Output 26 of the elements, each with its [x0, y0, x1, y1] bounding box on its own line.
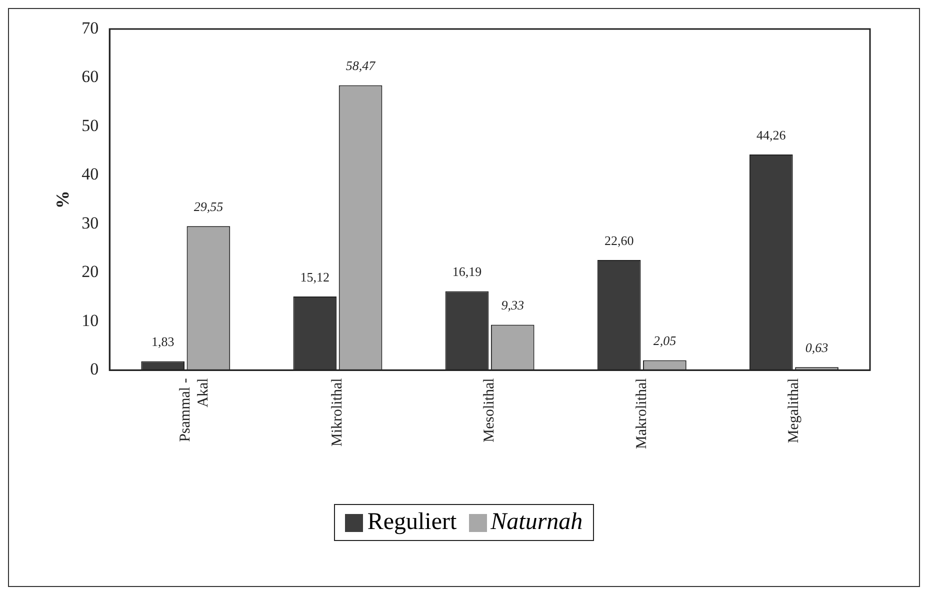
- legend-label: Reguliert: [367, 509, 457, 536]
- data-label: 44,26: [756, 127, 786, 142]
- y-tick-label: 60: [82, 67, 99, 86]
- x-tick-label: Mesolithal: [482, 378, 498, 442]
- legend-label: Naturnah: [490, 509, 583, 536]
- x-tick-label: Megalithal: [786, 378, 802, 444]
- y-tick-label: 30: [82, 213, 99, 232]
- y-tick-label: 20: [82, 262, 99, 282]
- x-tick-label: Mikrolithal: [330, 378, 346, 447]
- data-label: 15,12: [300, 269, 330, 284]
- data-label: 22,60: [604, 232, 634, 248]
- data-label: 0,63: [805, 340, 829, 356]
- y-tick-label: 0: [90, 360, 99, 379]
- y-tick-label: 50: [82, 116, 99, 135]
- data-label: 1,83: [151, 334, 174, 350]
- data-label: 29,55: [194, 199, 224, 214]
- data-label: 16,19: [452, 264, 482, 280]
- data-label: 2,05: [653, 333, 677, 348]
- x-tick-label: Psammal - Akal: [178, 378, 212, 442]
- x-tick-label: Makrolithal: [634, 378, 650, 450]
- y-axis-title: %: [52, 190, 72, 209]
- y-tick-label: 70: [82, 18, 99, 38]
- data-label: 58,47: [346, 58, 376, 74]
- y-tick-label: 40: [82, 164, 99, 184]
- data-label: 9,33: [501, 298, 524, 313]
- y-tick-label: 10: [82, 310, 99, 330]
